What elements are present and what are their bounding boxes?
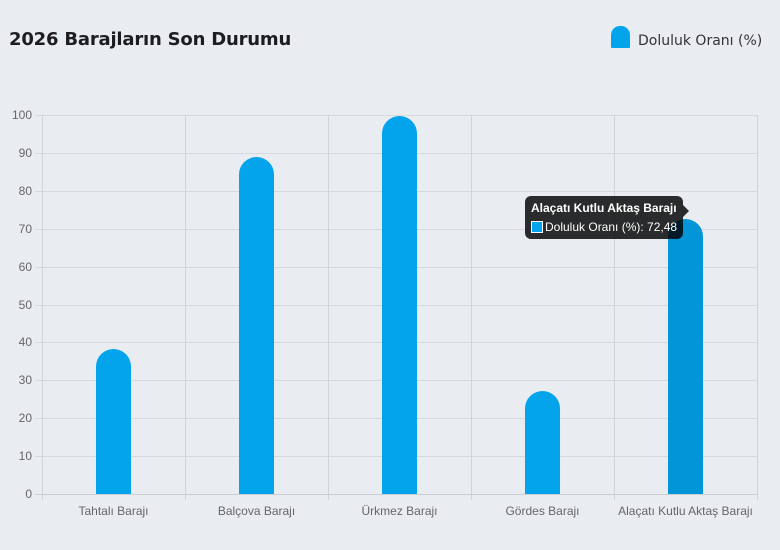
y-tick-label: 100: [11, 107, 32, 122]
bar[interactable]: [382, 116, 417, 494]
y-tick-label: 70: [18, 221, 32, 236]
y-tick-label: 20: [18, 410, 32, 425]
bar[interactable]: [239, 156, 274, 494]
bar[interactable]: [525, 390, 560, 494]
x-tick-label: Ürkmez Barajı: [361, 504, 438, 518]
tooltip: Alaçatı Kutlu Aktaş Barajı Doluluk Oranı…: [525, 196, 690, 239]
legend-label: Doluluk Oranı (%): [638, 33, 763, 49]
x-tick-label: Alaçatı Kutlu Aktaş Barajı: [618, 504, 753, 518]
y-tick-label: 60: [18, 259, 32, 274]
tooltip-label: Doluluk Oranı (%): 72,48: [545, 220, 678, 234]
bar[interactable]: [96, 349, 131, 494]
tooltip-title: Alaçatı Kutlu Aktaş Barajı: [531, 201, 677, 215]
tooltip-caret-icon: [683, 205, 690, 217]
tooltip-swatch-icon: [531, 221, 543, 233]
y-tick-label: 90: [18, 145, 32, 160]
bar[interactable]: [668, 219, 703, 494]
y-tick-label: 30: [18, 372, 32, 387]
y-tick-label: 80: [18, 183, 32, 198]
x-tick-label: Gördes Barajı: [505, 504, 580, 518]
y-tick-label: 40: [18, 334, 32, 349]
chart-title: 2026 Barajların Son Durumu: [9, 29, 292, 50]
y-tick-label: 50: [18, 297, 32, 312]
y-tick-label: 0: [25, 486, 32, 501]
legend-item[interactable]: Doluluk Oranı (%): [611, 25, 762, 49]
x-tick-label: Balçova Barajı: [217, 504, 296, 518]
x-tick-label: Tahtalı Barajı: [78, 504, 149, 518]
y-tick-label: 10: [18, 448, 32, 463]
legend-swatch-icon: [611, 26, 630, 48]
